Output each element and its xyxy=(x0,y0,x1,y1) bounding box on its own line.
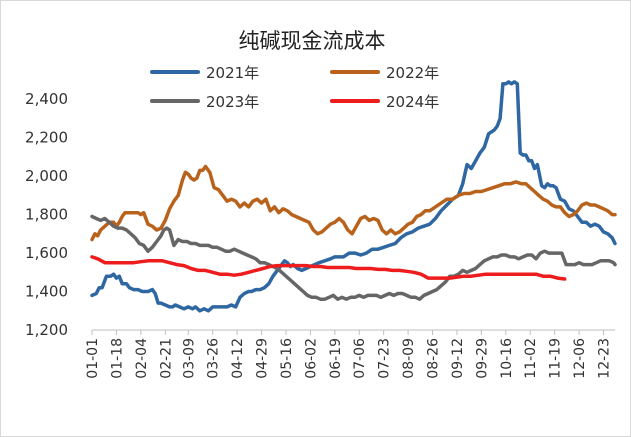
series-layer xyxy=(90,80,617,313)
y-tick-label: 1,400 xyxy=(25,283,68,301)
y-tick-label: 1,200 xyxy=(25,321,68,339)
x-tick-label: 05-16 xyxy=(279,338,295,379)
x-tick-label: 01-01 xyxy=(85,338,101,379)
x-axis: 01-01 01-18 02-04 02-21 03-09 03-26 04-12 04-29… xyxy=(85,329,615,379)
x-tick-label: 11-19 xyxy=(548,338,564,379)
x-tick-label: 07-23 xyxy=(377,338,393,379)
x-tick-label: 09-29 xyxy=(474,338,490,379)
x-tick-label: 03-26 xyxy=(206,338,222,379)
x-tick-label: 01-18 xyxy=(109,338,125,379)
x-tick-label: 08-26 xyxy=(426,338,442,379)
y-tick-label: 1,600 xyxy=(25,244,68,262)
legend-item-3: 2023年 xyxy=(150,93,259,111)
legend: 2021年 2022年 2023年 2024年 xyxy=(150,64,439,111)
legend-item-1: 2021年 xyxy=(150,64,259,82)
legend-label: 2023年 xyxy=(206,93,259,111)
legend-item-4: 2024年 xyxy=(330,93,439,111)
legend-label: 2024年 xyxy=(386,93,439,111)
x-tick-label: 09-12 xyxy=(450,338,466,379)
series-line-4 xyxy=(90,255,567,281)
y-axis: 1,200 1,400 1,600 1,800 2,000 2,200 2,400 xyxy=(25,90,68,339)
chart-title: 纯碱现金流成本 xyxy=(239,29,386,53)
y-tick-label: 2,400 xyxy=(25,90,68,108)
y-tick-label: 2,200 xyxy=(25,129,68,147)
x-tick-label: 06-02 xyxy=(303,338,319,379)
x-tick-label: 08-09 xyxy=(401,338,417,379)
y-tick-label: 1,800 xyxy=(25,206,68,224)
x-tick-label: 02-04 xyxy=(134,338,150,379)
x-tick-label: 07-06 xyxy=(352,338,368,379)
x-tick-label: 02-21 xyxy=(158,338,174,379)
legend-label: 2021年 xyxy=(206,64,259,82)
y-tick-label: 2,000 xyxy=(25,167,68,185)
series-line-1 xyxy=(90,80,617,313)
x-tick-label: 06-19 xyxy=(328,338,344,379)
x-tick-label: 04-12 xyxy=(230,338,246,379)
x-tick-label: 04-29 xyxy=(255,338,271,379)
x-tick-label: 11-02 xyxy=(523,338,539,379)
series-line-3 xyxy=(90,214,617,301)
x-tick-label: 03-09 xyxy=(181,338,197,379)
series-line-2 xyxy=(90,164,617,242)
x-tick-label: 12-06 xyxy=(572,338,588,379)
legend-label: 2022年 xyxy=(386,64,439,82)
legend-item-2: 2022年 xyxy=(330,64,439,82)
x-tick-label: 12-23 xyxy=(597,338,613,379)
x-tick-label: 10-16 xyxy=(499,338,515,379)
